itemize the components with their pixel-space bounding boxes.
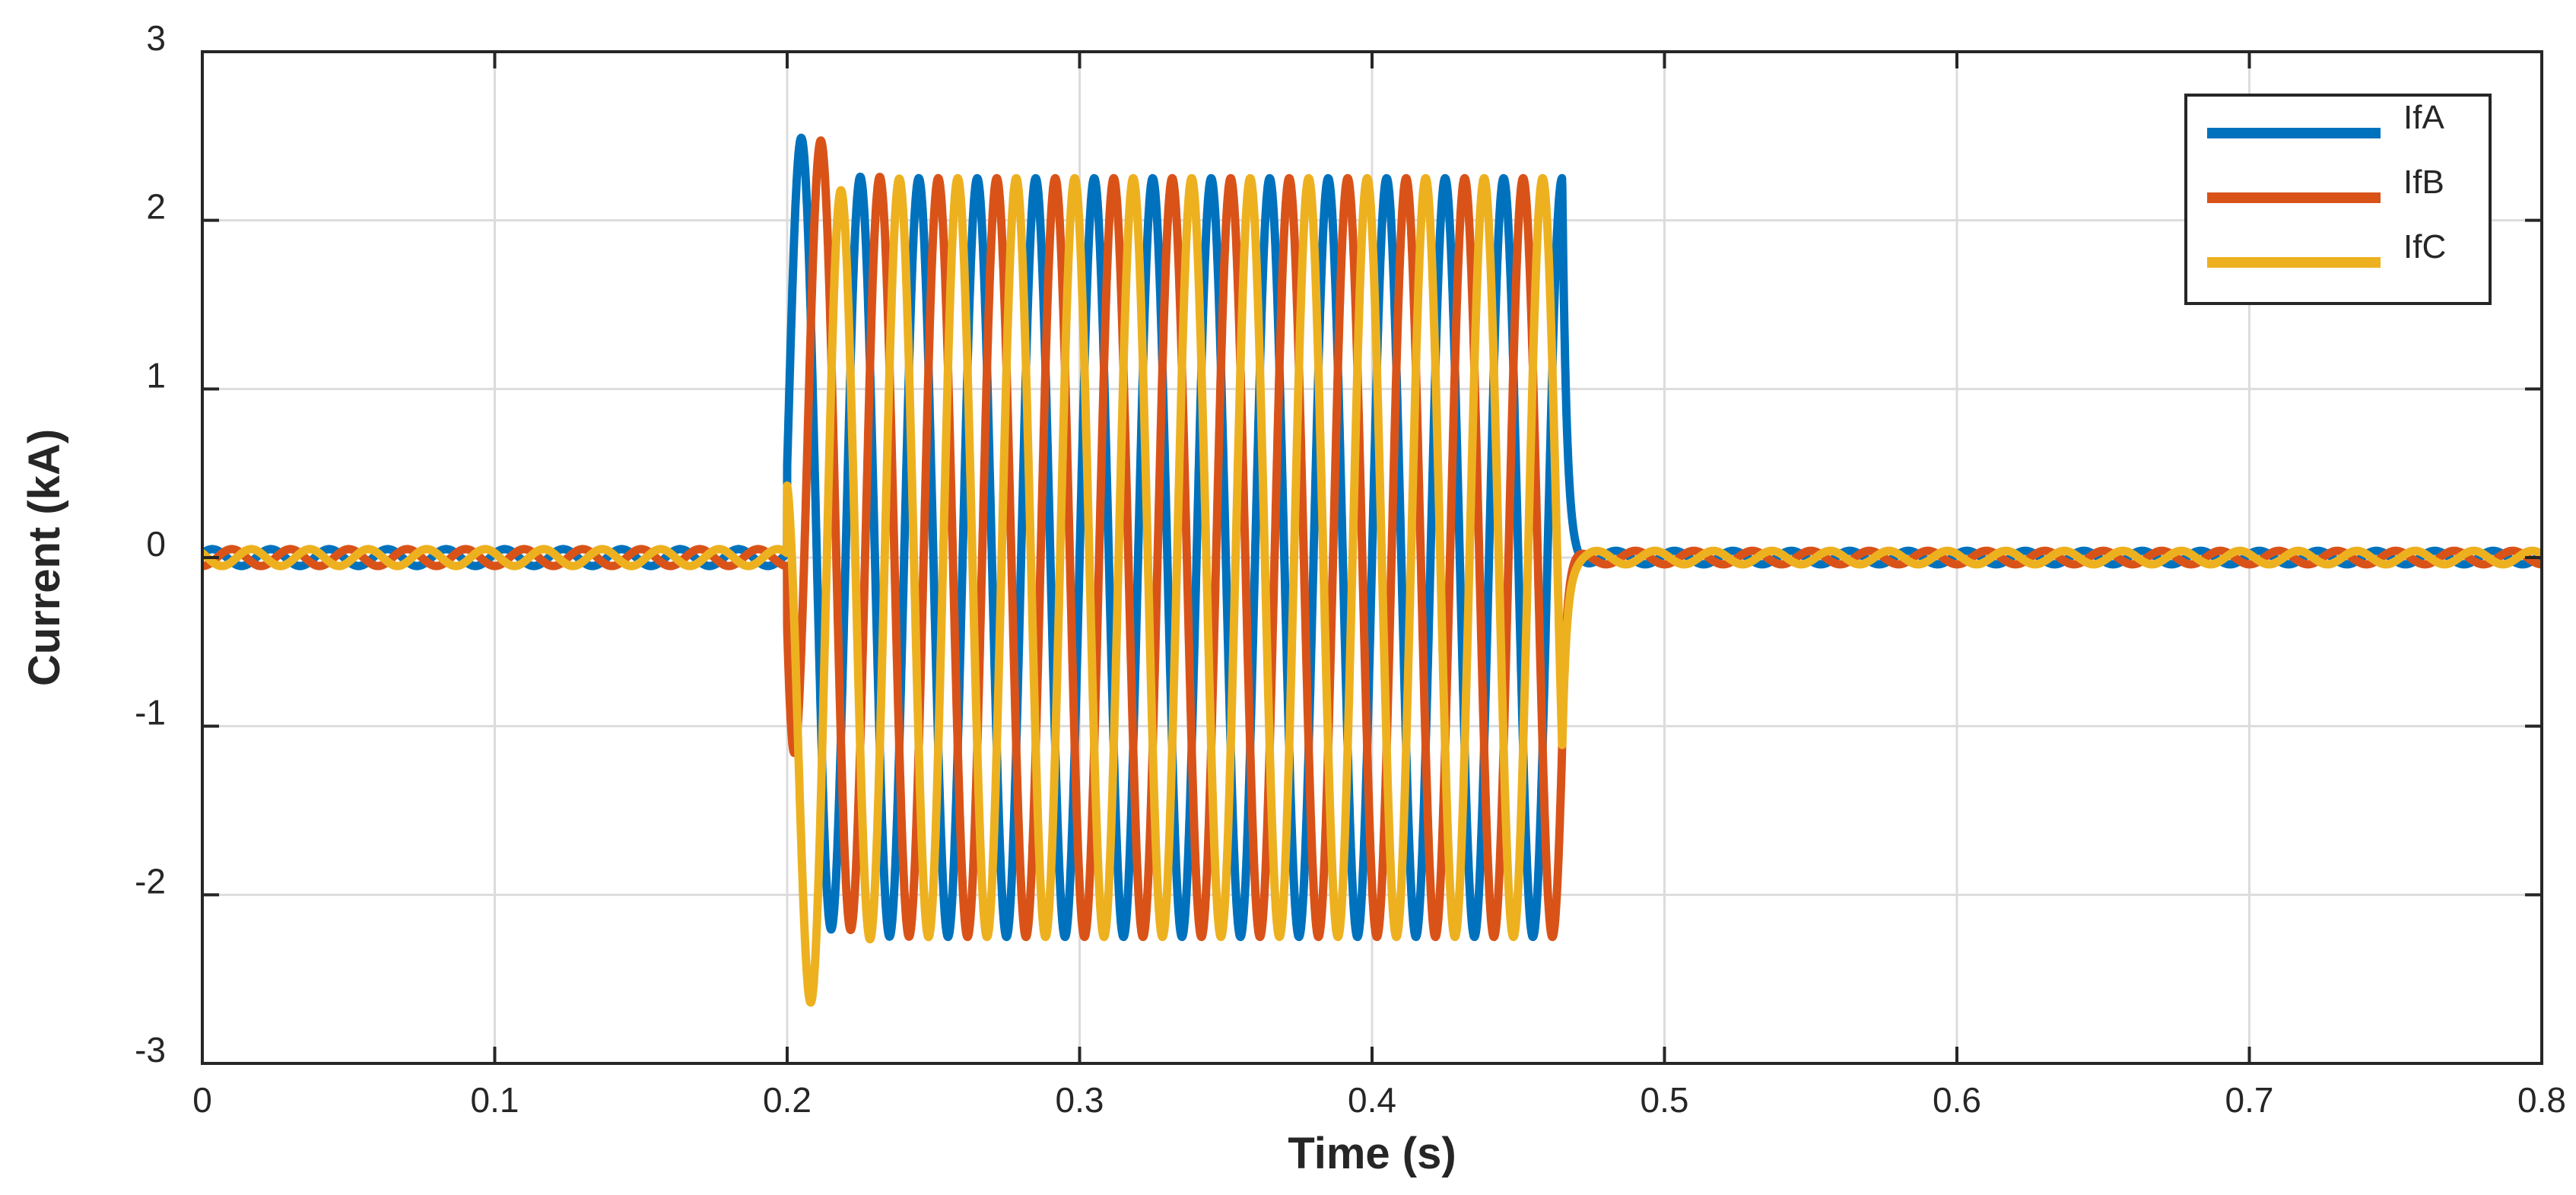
x-tick-label: 0.5 <box>1641 1080 1689 1120</box>
x-tick-label: 0.2 <box>763 1080 812 1120</box>
y-tick-label: -2 <box>135 861 166 901</box>
x-tick-label: 0.7 <box>2225 1080 2274 1120</box>
y-axis-title: Current (kA) <box>20 429 69 686</box>
y-tick-label: 2 <box>146 187 166 227</box>
legend-label-ifa: IfA <box>2403 99 2444 136</box>
y-tick-label: 1 <box>146 355 166 395</box>
legend-label-ifb: IfB <box>2403 164 2444 201</box>
series-line-ifc <box>202 173 2542 1007</box>
x-tick-label: 0.6 <box>1933 1080 1981 1120</box>
y-tick-labels: 3 2 1 0 -1 -2 -3 <box>135 18 166 1069</box>
x-tick-label: 0.4 <box>1348 1080 1396 1120</box>
series-layer <box>202 133 2542 1007</box>
y-tick-label: -3 <box>135 1030 166 1069</box>
y-tick-label: -1 <box>135 693 166 733</box>
x-tick-label: 0.3 <box>1056 1080 1104 1120</box>
legend-label-ifc: IfC <box>2403 228 2446 265</box>
x-tick-label: 0.8 <box>2517 1080 2566 1120</box>
x-axis-title: Time (s) <box>1288 1129 1456 1178</box>
legend: IfA IfB IfC <box>2184 94 2492 305</box>
x-tick-label: 0.1 <box>471 1080 519 1120</box>
x-tick-label: 0 <box>192 1080 212 1120</box>
x-tick-labels: 0 0.1 0.2 0.3 0.4 0.5 0.6 0.7 0.8 <box>192 1080 2566 1120</box>
y-tick-label: 3 <box>146 18 166 58</box>
y-tick-label: 0 <box>146 524 166 564</box>
tick-marks <box>201 50 2543 1065</box>
